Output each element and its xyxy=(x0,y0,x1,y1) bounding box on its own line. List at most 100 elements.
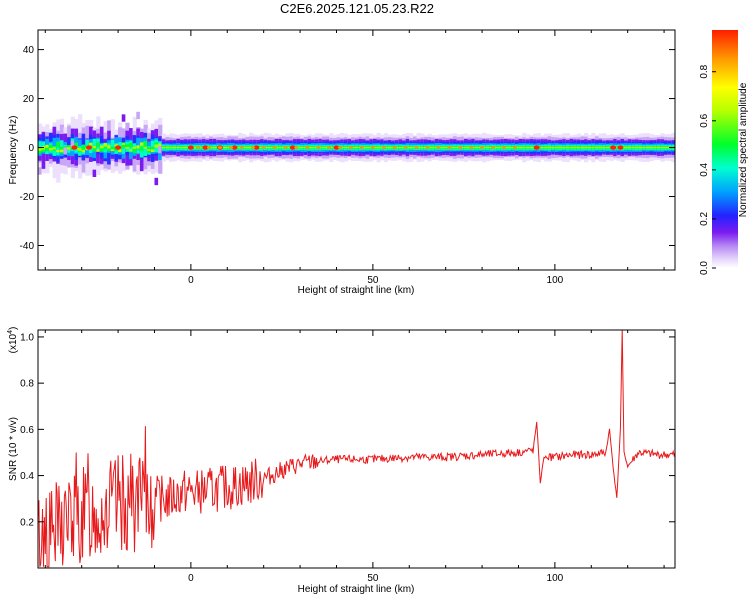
spectrogram-band-cell xyxy=(92,145,97,152)
spectrogram-warm-spot xyxy=(305,146,310,149)
spectrogram-band-cell xyxy=(321,146,327,149)
spectrogram-band-cell xyxy=(88,144,94,148)
spectrogram-band-cell xyxy=(656,146,662,149)
spectrogram-band-cell xyxy=(183,146,188,149)
snr-scale-label: (x104) xyxy=(7,327,19,354)
spectrogram-warm-spot xyxy=(479,146,485,149)
spectrogram-band-cell xyxy=(602,146,607,149)
spectrogram-ytick-label: -40 xyxy=(20,241,35,252)
spectrogram-speckle xyxy=(96,154,100,162)
spectrogram-band-cell xyxy=(118,149,123,153)
spectrogram-hot-spot xyxy=(533,145,540,150)
spectrogram-ytick-label: 20 xyxy=(23,94,35,105)
spectrogram-hot-spot xyxy=(71,145,78,150)
spectrogram-band-cell xyxy=(103,143,108,147)
spectrogram-speckle xyxy=(38,167,42,175)
spectrogram-warm-spot xyxy=(501,146,507,149)
spectrogram-band-cell xyxy=(376,146,381,149)
spectrogram-band-cell xyxy=(110,146,116,151)
snr-ytick-label: 0.8 xyxy=(20,379,34,390)
spectrogram-band-cell xyxy=(529,146,534,149)
spectrogram-warm-spot xyxy=(490,146,496,149)
spectrogram-speckle xyxy=(92,169,97,178)
spectrogram-speckle xyxy=(154,177,159,186)
spectrogram-speckle xyxy=(136,111,140,120)
spectrogram-band-cell xyxy=(631,146,636,149)
spectrogram-warm-spot xyxy=(195,146,201,149)
spectrogram-warm-spot xyxy=(436,146,441,149)
spectrogram-band-cell xyxy=(129,149,134,152)
spectrogram-warm-spot xyxy=(458,146,463,149)
spectrogram-band-cell xyxy=(81,149,86,153)
spectrogram-band-cell xyxy=(645,146,651,149)
spectrogram-warm-spot xyxy=(381,146,386,149)
spectrogram-band-cell xyxy=(172,146,177,149)
spectrogram-band-cell xyxy=(474,146,480,149)
spectrogram-band-cell xyxy=(587,146,592,149)
spectrogram-band-cell xyxy=(547,146,552,149)
spectrogram-band-cell xyxy=(154,144,159,148)
spectrogram-ytick-label: -20 xyxy=(20,192,35,203)
spectrogram-band-cell xyxy=(354,146,359,149)
spectrogram-band-cell xyxy=(594,146,600,149)
spectrogram-band-cell xyxy=(653,146,658,149)
spectrogram-band-cell xyxy=(110,149,116,152)
spectrogram-band-cell xyxy=(624,146,629,149)
spectrogram-hot-spot xyxy=(231,145,238,150)
spectrogram-band-cell xyxy=(150,141,156,149)
spectrogram-band-cell xyxy=(573,146,578,149)
spectrogram-band-cell xyxy=(52,147,57,150)
spectrogram-band-cell xyxy=(125,147,130,149)
spectrogram-xtick-label: 50 xyxy=(367,275,379,286)
spectrogram-band-cell xyxy=(584,146,589,149)
snr-ytick-label: 1.0 xyxy=(20,332,34,343)
spectrogram-image xyxy=(38,111,675,186)
spectrogram-xtick-label: 100 xyxy=(547,275,564,286)
spectrogram-band-cell xyxy=(150,149,156,153)
colorbar-tick-label: 0.8 xyxy=(699,64,710,78)
spectrogram-band-cell xyxy=(642,146,647,149)
spectrogram-warm-spot xyxy=(272,146,277,149)
spectrogram-band-cell xyxy=(132,147,137,154)
spectrogram-band-cell xyxy=(81,145,86,150)
spectrogram-warm-spot xyxy=(250,146,255,149)
spectrogram-band-cell xyxy=(118,142,123,150)
spectrogram-band-cell xyxy=(543,146,549,149)
spectrogram-band-cell xyxy=(562,146,567,149)
spectrogram-band-cell xyxy=(161,146,166,149)
snr-xtick-label: 50 xyxy=(367,573,379,584)
spectrogram-band-cell xyxy=(634,146,640,149)
spectrogram-hot-spot xyxy=(610,145,617,150)
snr-frame xyxy=(37,329,676,569)
spectrogram-band-cell xyxy=(343,146,348,149)
spectrogram-band-cell xyxy=(67,147,72,150)
spectrogram-band-cell xyxy=(74,142,79,150)
spectrogram-band-cell xyxy=(99,145,105,149)
spectrogram-hot-spot xyxy=(253,145,260,150)
snr-ytick-label: 0.2 xyxy=(20,517,34,528)
spectrogram-warm-spot xyxy=(327,146,332,149)
spectrogram-band-cell xyxy=(56,149,61,153)
spectrogram-band-cell xyxy=(565,146,571,149)
spectrogram-hot-spot xyxy=(187,145,194,150)
spectrogram-band-cell xyxy=(591,146,596,149)
spectrogram-xlabel: Height of straight line (km) xyxy=(298,285,415,296)
spectrogram-band-cell xyxy=(245,146,250,149)
spectrogram-speckle xyxy=(121,114,126,122)
spectrogram-warm-spot xyxy=(425,146,430,149)
spectrogram-band-cell xyxy=(139,142,145,146)
spectrogram-band-cell xyxy=(176,146,181,149)
spectrogram-band-cell xyxy=(143,146,148,149)
spectrogram-band-cell xyxy=(107,146,112,152)
spectrogram-band-cell xyxy=(48,144,54,152)
spectrogram-ytick-label: 0 xyxy=(28,143,34,154)
spectrogram-warm-spot xyxy=(294,146,299,149)
spectrogram-speckle xyxy=(70,140,75,149)
spectrogram-speckle xyxy=(158,145,162,154)
spectrogram-band-cell xyxy=(139,144,145,158)
spectrogram-band-cell xyxy=(78,139,83,149)
spectrogram-band-cell xyxy=(598,146,603,149)
spectrogram-band-cell xyxy=(507,146,512,149)
spectrogram-band-cell xyxy=(143,145,148,156)
